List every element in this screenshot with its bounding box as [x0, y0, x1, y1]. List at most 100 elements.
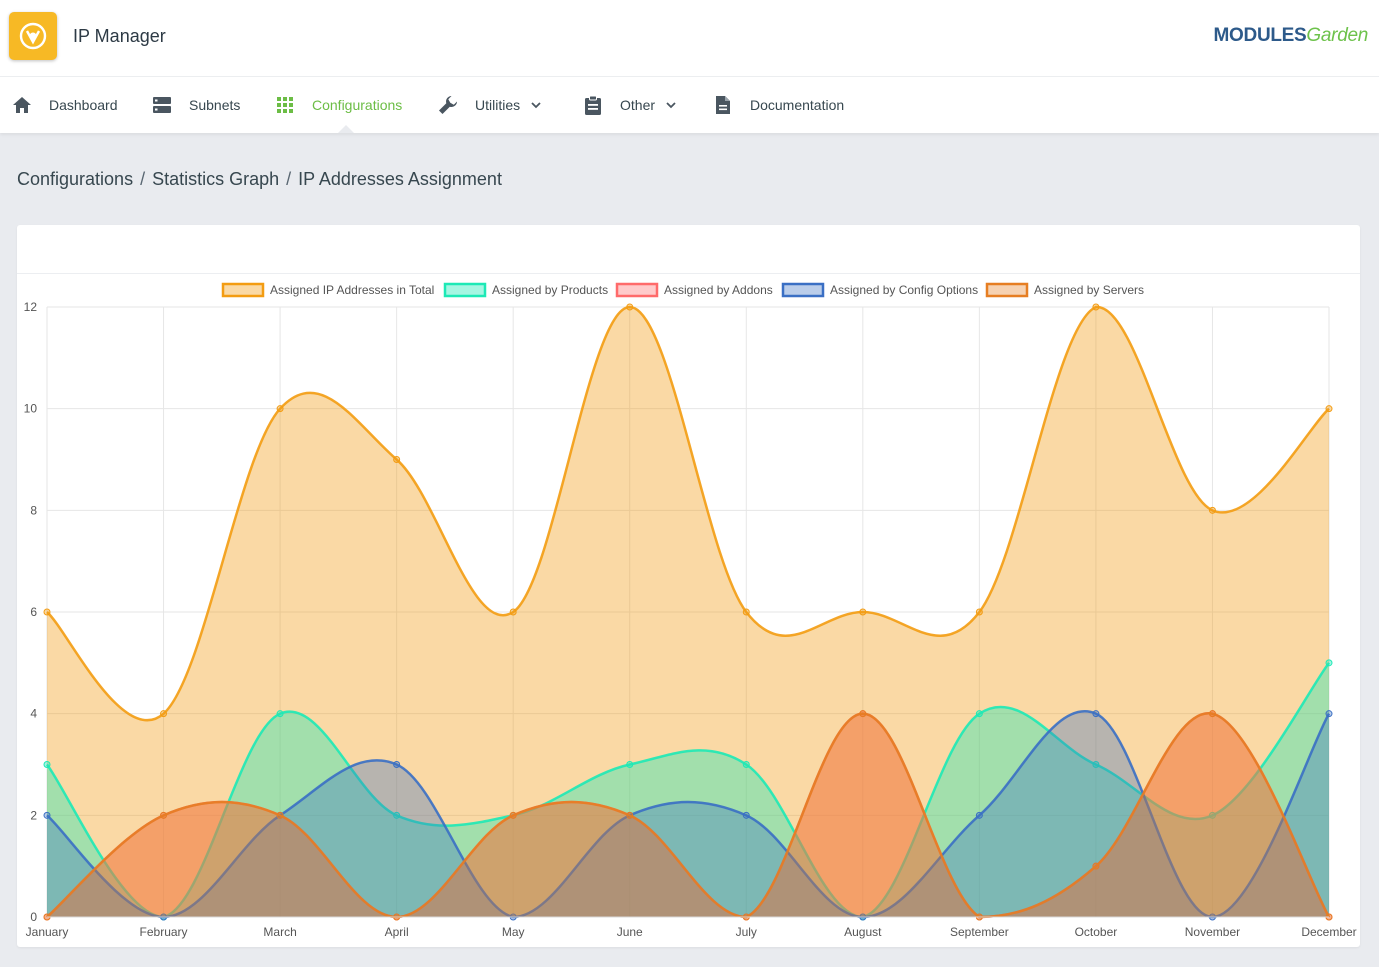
brand-logo[interactable]: MODULESGarden — [1213, 25, 1369, 47]
main-nav: Dashboard Subnets Configurations Utiliti… — [0, 77, 1379, 133]
legend-swatch — [615, 282, 659, 298]
series-line-0 — [46, 305, 1330, 722]
y-tick-label: 10 — [24, 402, 38, 416]
x-tick-label: December — [1301, 925, 1356, 939]
data-point-1-10 — [1208, 811, 1216, 819]
data-point-0-7 — [859, 608, 867, 616]
legend-swatch — [781, 282, 825, 298]
y-tick-label: 4 — [30, 707, 37, 721]
series-line-1 — [46, 662, 1330, 919]
legend-item[interactable]: Assigned IP Addresses in Total — [221, 282, 434, 298]
chart-card: 0 2 4 6 8 10 12 January February March April May Jun… — [17, 225, 1360, 947]
nav-documentation[interactable]: Documentation — [712, 77, 844, 133]
server-icon — [153, 97, 171, 113]
x-tick-label: June — [617, 925, 643, 939]
series-area-2 — [47, 713, 1329, 917]
breadcrumb-item-configurations[interactable]: Configurations — [17, 169, 134, 189]
legend-label: Assigned IP Addresses in Total — [270, 283, 434, 297]
chart-legend: Assigned IP Addresses in Total Assigned b… — [221, 282, 1144, 298]
data-point-4-5 — [626, 811, 634, 819]
y-tick-label: 2 — [30, 808, 37, 822]
nav-dashboard[interactable]: Dashboard — [11, 77, 118, 133]
legend-label: Assigned by Products — [492, 283, 608, 297]
breadcrumb: Configurations / Statistics Graph / IP Addre… — [17, 169, 502, 190]
legend-label: Assigned by Config Options — [830, 283, 978, 297]
data-point-3-8 — [975, 811, 983, 819]
nav-subnets[interactable]: Subnets — [151, 77, 240, 133]
active-nav-indicator — [338, 125, 354, 133]
nav-other-label: Other — [620, 97, 656, 113]
nav-documentation-label: Documentation — [750, 97, 845, 113]
nav-utilities-label: Utilities — [475, 97, 521, 113]
data-point-1-3 — [393, 811, 401, 819]
data-point-4-2 — [276, 811, 284, 819]
y-tick-label: 8 — [30, 503, 37, 517]
data-point-4-7 — [859, 710, 867, 718]
data-point-0-9 — [1092, 303, 1100, 311]
series-area-1 — [47, 662, 1329, 917]
brand-light: Garden — [1306, 25, 1368, 46]
home-icon — [13, 97, 31, 113]
data-point-4-9 — [1092, 862, 1100, 870]
series-line-4 — [46, 712, 1331, 919]
y-tick-label: 12 — [24, 300, 38, 314]
breadcrumb-item-current: IP Addresses Assignment — [298, 169, 502, 189]
app-logo-icon[interactable] — [9, 12, 57, 60]
legend-item[interactable]: Assigned by Products — [443, 282, 608, 298]
data-point-3-3 — [393, 761, 401, 768]
data-point-4-1 — [160, 811, 168, 819]
nav-configurations-label: Configurations — [312, 97, 403, 113]
top-header: IP Manager MODULESGarden — [0, 0, 1379, 77]
series-line-3 — [46, 710, 1331, 919]
clipboard-icon — [585, 95, 601, 115]
breadcrumb-separator: / — [140, 169, 146, 189]
nav-subnets-label: Subnets — [189, 97, 241, 113]
data-point-1-6 — [742, 761, 750, 768]
data-point-0-1 — [160, 710, 168, 718]
series-area-4 — [47, 713, 1329, 917]
legend-label: Assigned by Addons — [664, 283, 773, 297]
chevron-down-icon — [531, 102, 541, 109]
breadcrumb-item-statistics-graph[interactable]: Statistics Graph — [152, 169, 280, 189]
brand-bold: MODULES — [1213, 25, 1307, 46]
data-point-0-11 — [1325, 405, 1333, 413]
data-point-0-8 — [975, 608, 983, 616]
data-point-0-3 — [393, 456, 401, 463]
statistics-chart: 0 2 4 6 8 10 12 January February March April May Jun… — [24, 282, 1357, 939]
grid-icon — [277, 97, 293, 113]
data-point-0-5 — [626, 303, 634, 311]
x-tick-label: January — [26, 925, 69, 939]
chevron-down-icon — [666, 102, 676, 109]
legend-swatch — [985, 282, 1029, 298]
x-tick-label: March — [263, 925, 296, 939]
data-point-3-11 — [1325, 710, 1333, 718]
x-tick-label: October — [1075, 925, 1118, 939]
legend-label: Assigned by Servers — [1034, 283, 1144, 297]
data-point-1-2 — [276, 710, 284, 718]
x-tick-label: September — [950, 925, 1009, 939]
x-tick-label: April — [385, 925, 409, 939]
data-point-1-8 — [975, 710, 983, 718]
y-tick-label: 0 — [30, 910, 37, 924]
data-point-3-6 — [742, 811, 750, 819]
nav-configurations[interactable]: Configurations — [274, 77, 402, 133]
legend-item[interactable]: Assigned by Servers — [985, 282, 1144, 298]
nav-utilities[interactable]: Utilities — [437, 77, 542, 133]
data-point-1-11 — [1325, 659, 1333, 667]
x-tick-label: February — [140, 925, 188, 939]
wrench-icon — [439, 96, 457, 114]
legend-item[interactable]: Assigned by Addons — [615, 282, 773, 298]
legend-item[interactable]: Assigned by Config Options — [781, 282, 978, 298]
chart-card-header — [17, 225, 1360, 274]
data-point-4-10 — [1208, 710, 1216, 718]
nav-other[interactable]: Other — [582, 77, 677, 133]
data-point-0-2 — [276, 405, 284, 413]
breadcrumb-separator: / — [286, 169, 292, 189]
document-icon — [716, 96, 730, 114]
legend-swatch — [443, 282, 487, 298]
data-point-0-4 — [509, 608, 517, 616]
data-point-0-0 — [43, 608, 51, 616]
series-area-0 — [47, 306, 1329, 917]
y-tick-label: 6 — [30, 605, 37, 619]
series-area-3 — [47, 711, 1329, 917]
